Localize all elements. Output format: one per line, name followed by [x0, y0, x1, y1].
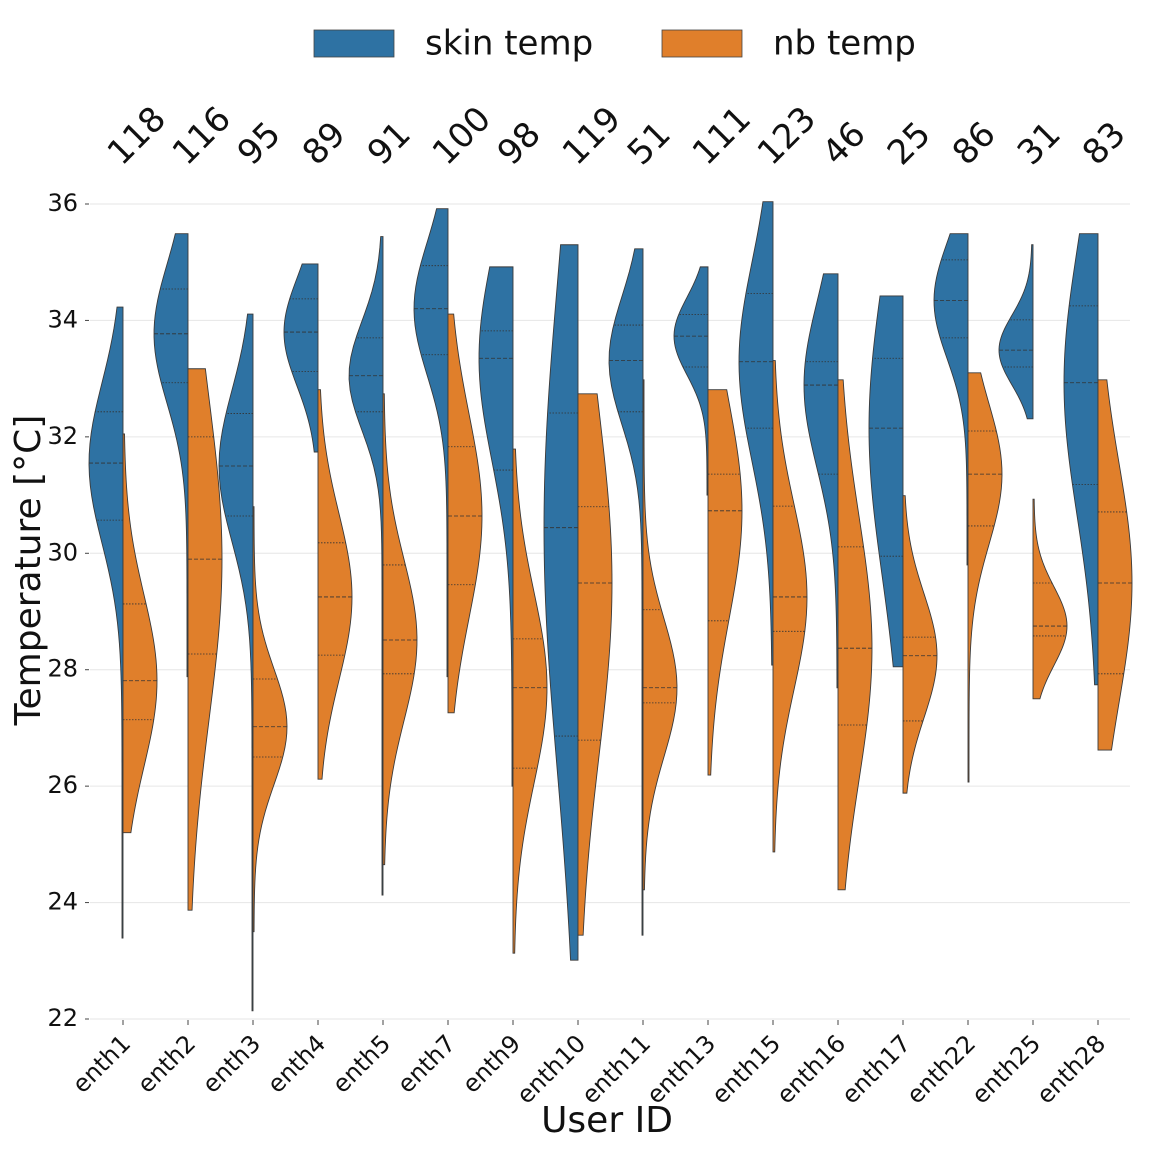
x-tick-label: enth7 — [392, 1029, 461, 1098]
violin-half — [967, 372, 1003, 783]
y-axis-title: Temperature [°C] — [8, 415, 49, 727]
violin-half — [868, 295, 904, 668]
violin-half — [218, 313, 254, 1012]
violin-half — [348, 236, 384, 896]
violin-half — [772, 360, 808, 853]
count-label: 25 — [880, 114, 939, 173]
violin-half — [738, 201, 774, 666]
x-tick-label: enth4 — [262, 1029, 331, 1098]
count-label: 51 — [620, 114, 679, 173]
count-label: 123 — [750, 99, 824, 173]
y-tick-label: 28 — [47, 655, 78, 683]
x-tick-label: enth15 — [706, 1029, 786, 1109]
violin-half — [707, 389, 743, 776]
violin-half — [543, 244, 579, 961]
y-tick-label: 34 — [47, 305, 78, 333]
x-tick-label: enth28 — [1031, 1029, 1111, 1109]
count-label: 46 — [815, 114, 874, 173]
violin-half — [803, 273, 839, 689]
count-label: 89 — [295, 114, 354, 173]
count-label: 83 — [1075, 114, 1134, 173]
violin-half — [413, 208, 449, 678]
x-tick-label: enth1 — [67, 1029, 136, 1098]
violin-half — [153, 233, 189, 678]
x-tick-label: enth25 — [966, 1029, 1046, 1109]
violin-half — [88, 306, 124, 939]
x-tick-label: enth11 — [576, 1029, 656, 1109]
x-tick-label: enth3 — [197, 1029, 266, 1098]
legend-label: nb temp — [773, 24, 916, 64]
violin-half — [317, 389, 353, 780]
legend-swatch — [661, 29, 743, 58]
x-tick-label: enth22 — [901, 1029, 981, 1109]
count-label: 98 — [490, 114, 549, 173]
violin-half — [283, 263, 319, 453]
violin-half — [512, 448, 548, 954]
violin-half — [252, 506, 288, 933]
violin-half — [902, 495, 938, 794]
x-tick-label: enth17 — [836, 1029, 916, 1109]
count-label: 111 — [685, 99, 759, 173]
y-tick-label: 22 — [47, 1004, 78, 1032]
violin-half — [187, 368, 223, 911]
violin-half — [673, 266, 709, 496]
x-tick-label: enth16 — [771, 1029, 851, 1109]
x-tick-label: enth10 — [511, 1029, 591, 1109]
y-tick-label: 26 — [47, 771, 78, 799]
count-label: 119 — [555, 99, 629, 173]
count-label: 118 — [100, 99, 174, 173]
violin-half — [998, 244, 1034, 420]
count-label: 91 — [360, 114, 419, 173]
y-tick-label: 24 — [47, 888, 78, 916]
x-tick-label: enth5 — [327, 1029, 396, 1098]
count-label: 95 — [230, 114, 289, 173]
legend-swatch — [313, 29, 395, 58]
count-label: 31 — [1010, 114, 1069, 173]
legend-label: skin temp — [425, 24, 593, 64]
violin-half — [577, 393, 613, 936]
y-tick-label: 32 — [47, 422, 78, 450]
violin-half — [382, 393, 418, 866]
violin-half — [1032, 498, 1068, 700]
y-tick-label: 36 — [47, 189, 78, 217]
x-axis-title: User ID — [541, 1100, 673, 1141]
violin-half — [478, 266, 514, 787]
violin-half — [608, 248, 644, 936]
count-label: 86 — [945, 114, 1004, 173]
violin-half — [1063, 233, 1099, 686]
violin-half — [837, 379, 873, 891]
violin-half — [122, 433, 158, 834]
violin-half — [1097, 379, 1133, 751]
x-tick-label: enth2 — [132, 1029, 201, 1098]
count-label: 100 — [425, 99, 499, 173]
count-label: 116 — [165, 99, 239, 173]
x-tick-label: enth13 — [641, 1029, 721, 1109]
violin-half — [933, 233, 969, 566]
violin-half — [642, 379, 678, 891]
y-tick-label: 30 — [47, 538, 78, 566]
violin-half — [447, 313, 483, 714]
